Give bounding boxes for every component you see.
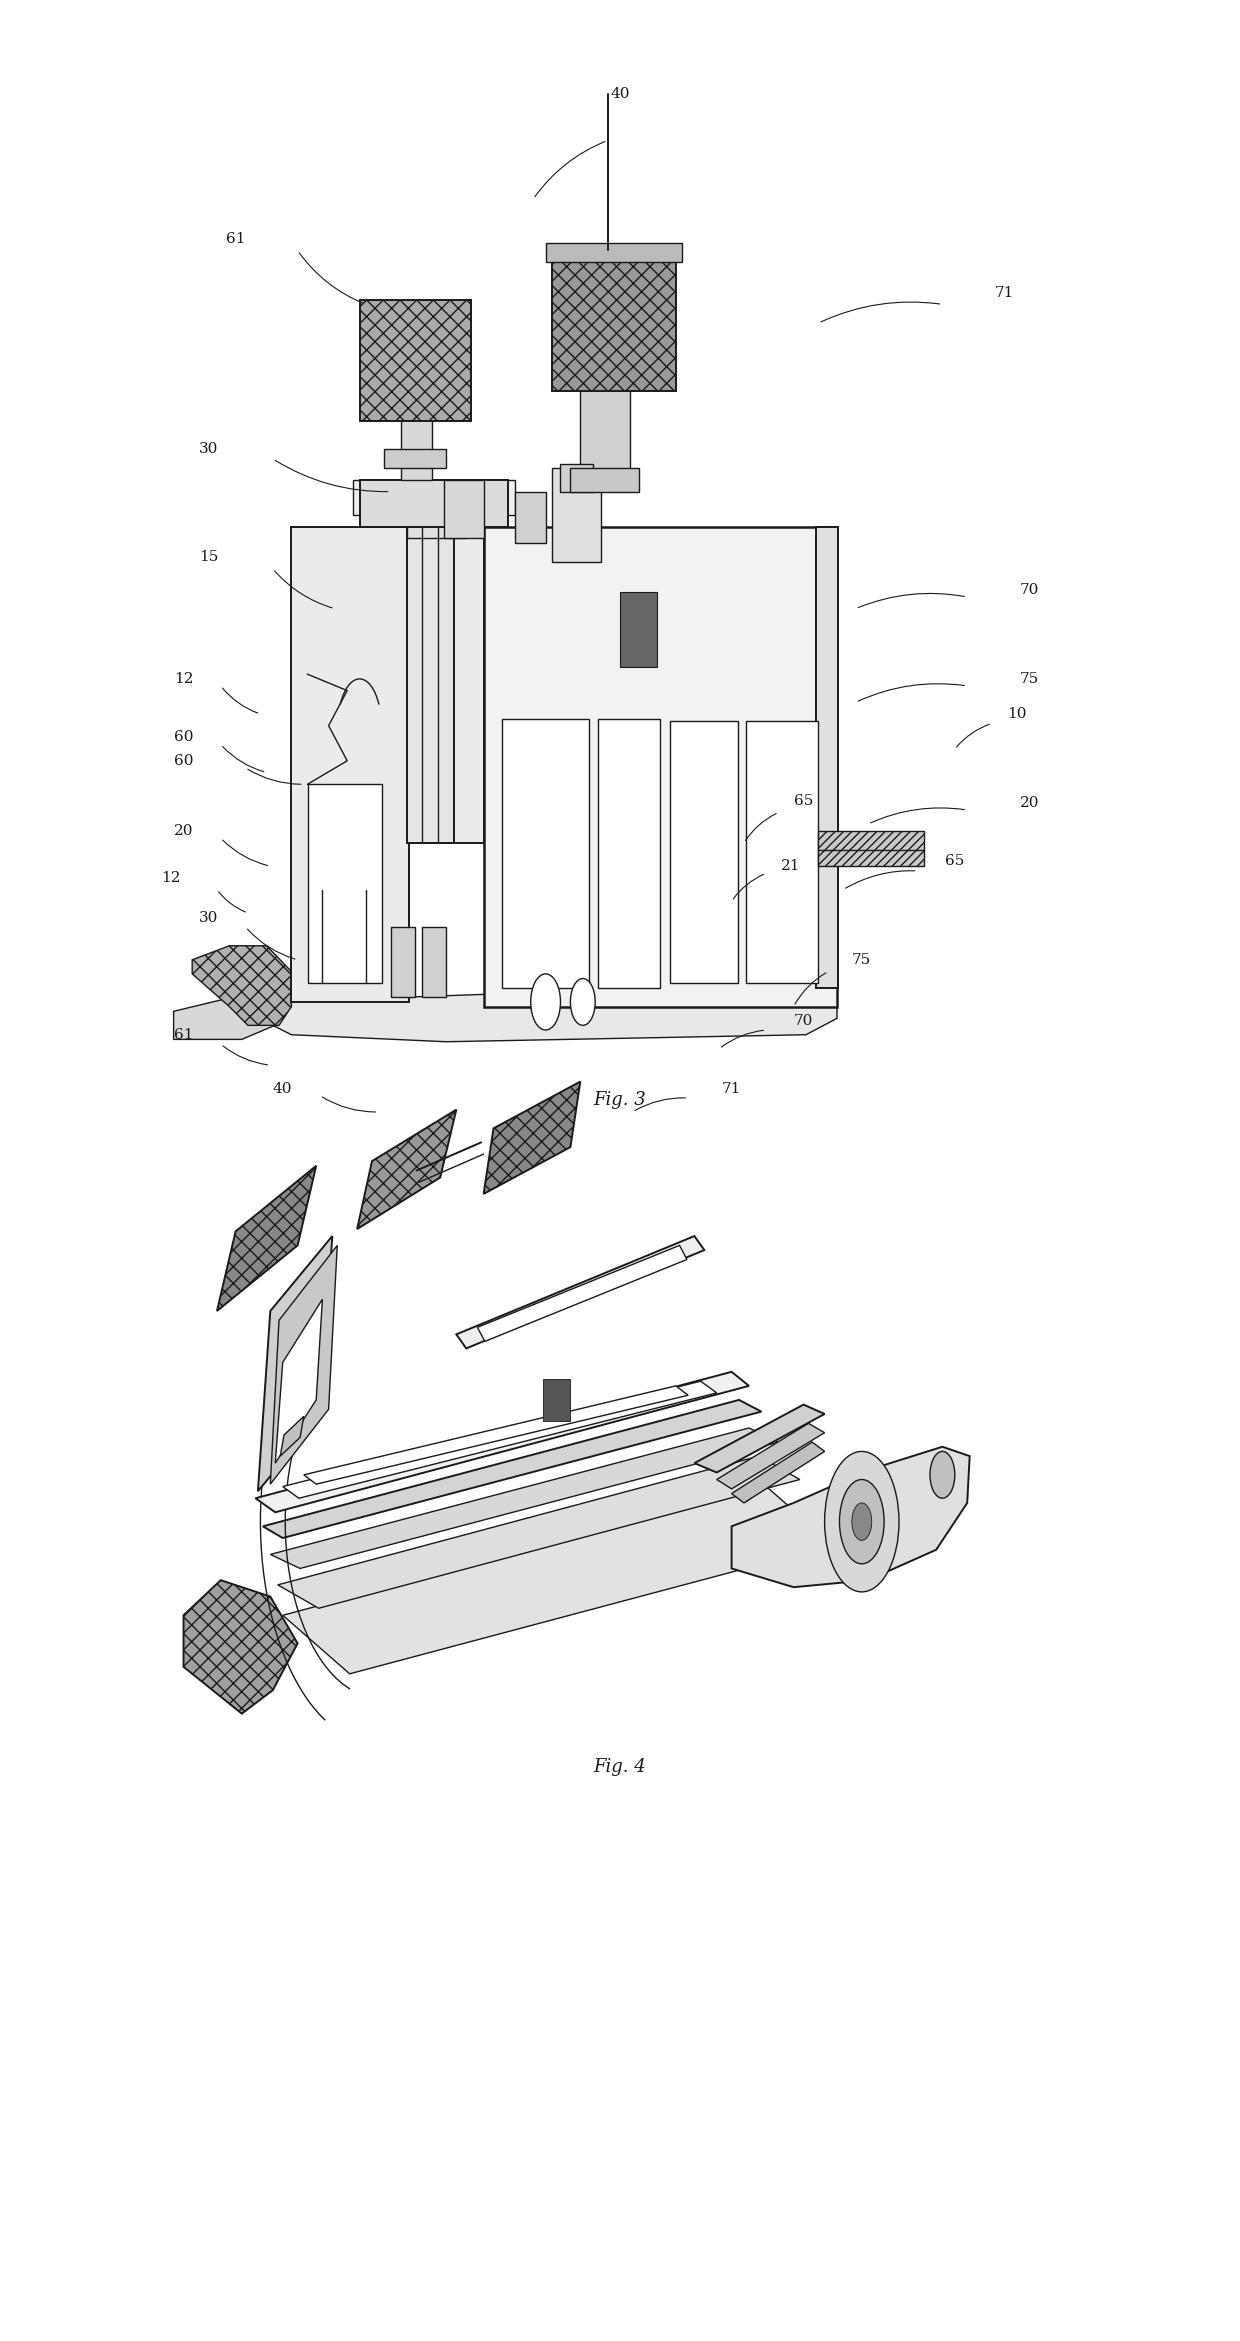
Polygon shape	[270, 1428, 779, 1568]
Text: 20: 20	[1019, 796, 1039, 810]
Circle shape	[531, 974, 560, 1030]
Polygon shape	[477, 1245, 687, 1341]
Polygon shape	[357, 1110, 456, 1229]
Text: 12: 12	[174, 672, 193, 686]
Text: 30: 30	[198, 911, 218, 925]
Bar	[407, 515, 466, 538]
Text: Fig. 4: Fig. 4	[594, 1758, 646, 1777]
Polygon shape	[278, 1456, 800, 1608]
Text: 71: 71	[722, 1082, 742, 1096]
Bar	[598, 719, 660, 988]
Polygon shape	[283, 1487, 833, 1674]
Text: 30: 30	[198, 442, 218, 456]
Polygon shape	[360, 300, 471, 421]
Polygon shape	[552, 250, 676, 391]
Text: 75: 75	[852, 953, 872, 967]
Text: 75: 75	[1019, 672, 1039, 686]
Bar	[422, 927, 446, 997]
Polygon shape	[694, 1405, 825, 1472]
Text: 65: 65	[945, 854, 965, 869]
Polygon shape	[283, 1381, 717, 1498]
Bar	[670, 721, 738, 983]
Polygon shape	[174, 988, 291, 1039]
Bar	[746, 721, 818, 983]
Text: 60: 60	[174, 730, 193, 744]
Polygon shape	[217, 1166, 316, 1311]
Circle shape	[570, 979, 595, 1025]
Circle shape	[930, 1451, 955, 1498]
Text: 65: 65	[794, 794, 813, 808]
Polygon shape	[258, 1236, 332, 1491]
Polygon shape	[275, 1299, 322, 1463]
Bar	[552, 468, 601, 562]
Text: 21: 21	[781, 859, 801, 873]
Text: 61: 61	[174, 1028, 193, 1042]
Circle shape	[839, 1480, 884, 1564]
Polygon shape	[291, 527, 484, 1002]
Bar	[560, 464, 593, 492]
Polygon shape	[456, 1236, 704, 1348]
Bar	[401, 414, 432, 480]
Bar	[543, 1379, 570, 1421]
Polygon shape	[732, 1442, 825, 1503]
Polygon shape	[255, 1372, 749, 1512]
Bar	[308, 784, 382, 983]
Bar	[384, 449, 446, 468]
Bar	[502, 719, 589, 988]
Text: 15: 15	[198, 550, 218, 564]
Bar	[484, 527, 837, 1007]
Text: 12: 12	[161, 871, 181, 885]
Text: 60: 60	[174, 754, 193, 768]
Bar	[360, 480, 508, 527]
Text: 20: 20	[174, 824, 193, 838]
Bar	[515, 492, 546, 543]
Text: 10: 10	[1007, 707, 1027, 721]
Polygon shape	[273, 983, 837, 1042]
Text: Fig. 3: Fig. 3	[594, 1091, 646, 1110]
Text: 40: 40	[610, 87, 630, 101]
Text: 70: 70	[1019, 583, 1039, 597]
Polygon shape	[280, 1416, 304, 1456]
Polygon shape	[732, 1447, 970, 1587]
Polygon shape	[484, 1082, 580, 1194]
Polygon shape	[192, 946, 291, 1025]
Circle shape	[852, 1503, 872, 1540]
Bar	[407, 527, 454, 843]
Text: 40: 40	[273, 1082, 293, 1096]
Bar	[580, 382, 630, 480]
Polygon shape	[184, 1580, 298, 1714]
Bar	[570, 468, 639, 492]
Circle shape	[825, 1451, 899, 1592]
Bar	[444, 480, 484, 538]
Bar	[353, 480, 515, 515]
Bar	[391, 927, 415, 997]
Polygon shape	[270, 1245, 337, 1484]
Text: 61: 61	[226, 232, 246, 246]
Bar	[816, 527, 838, 988]
Bar	[546, 243, 682, 262]
Polygon shape	[263, 1400, 761, 1538]
Bar	[620, 592, 657, 667]
Polygon shape	[717, 1423, 825, 1489]
Text: 71: 71	[994, 286, 1014, 300]
Polygon shape	[818, 831, 924, 866]
Text: 70: 70	[794, 1014, 813, 1028]
Polygon shape	[304, 1386, 688, 1484]
